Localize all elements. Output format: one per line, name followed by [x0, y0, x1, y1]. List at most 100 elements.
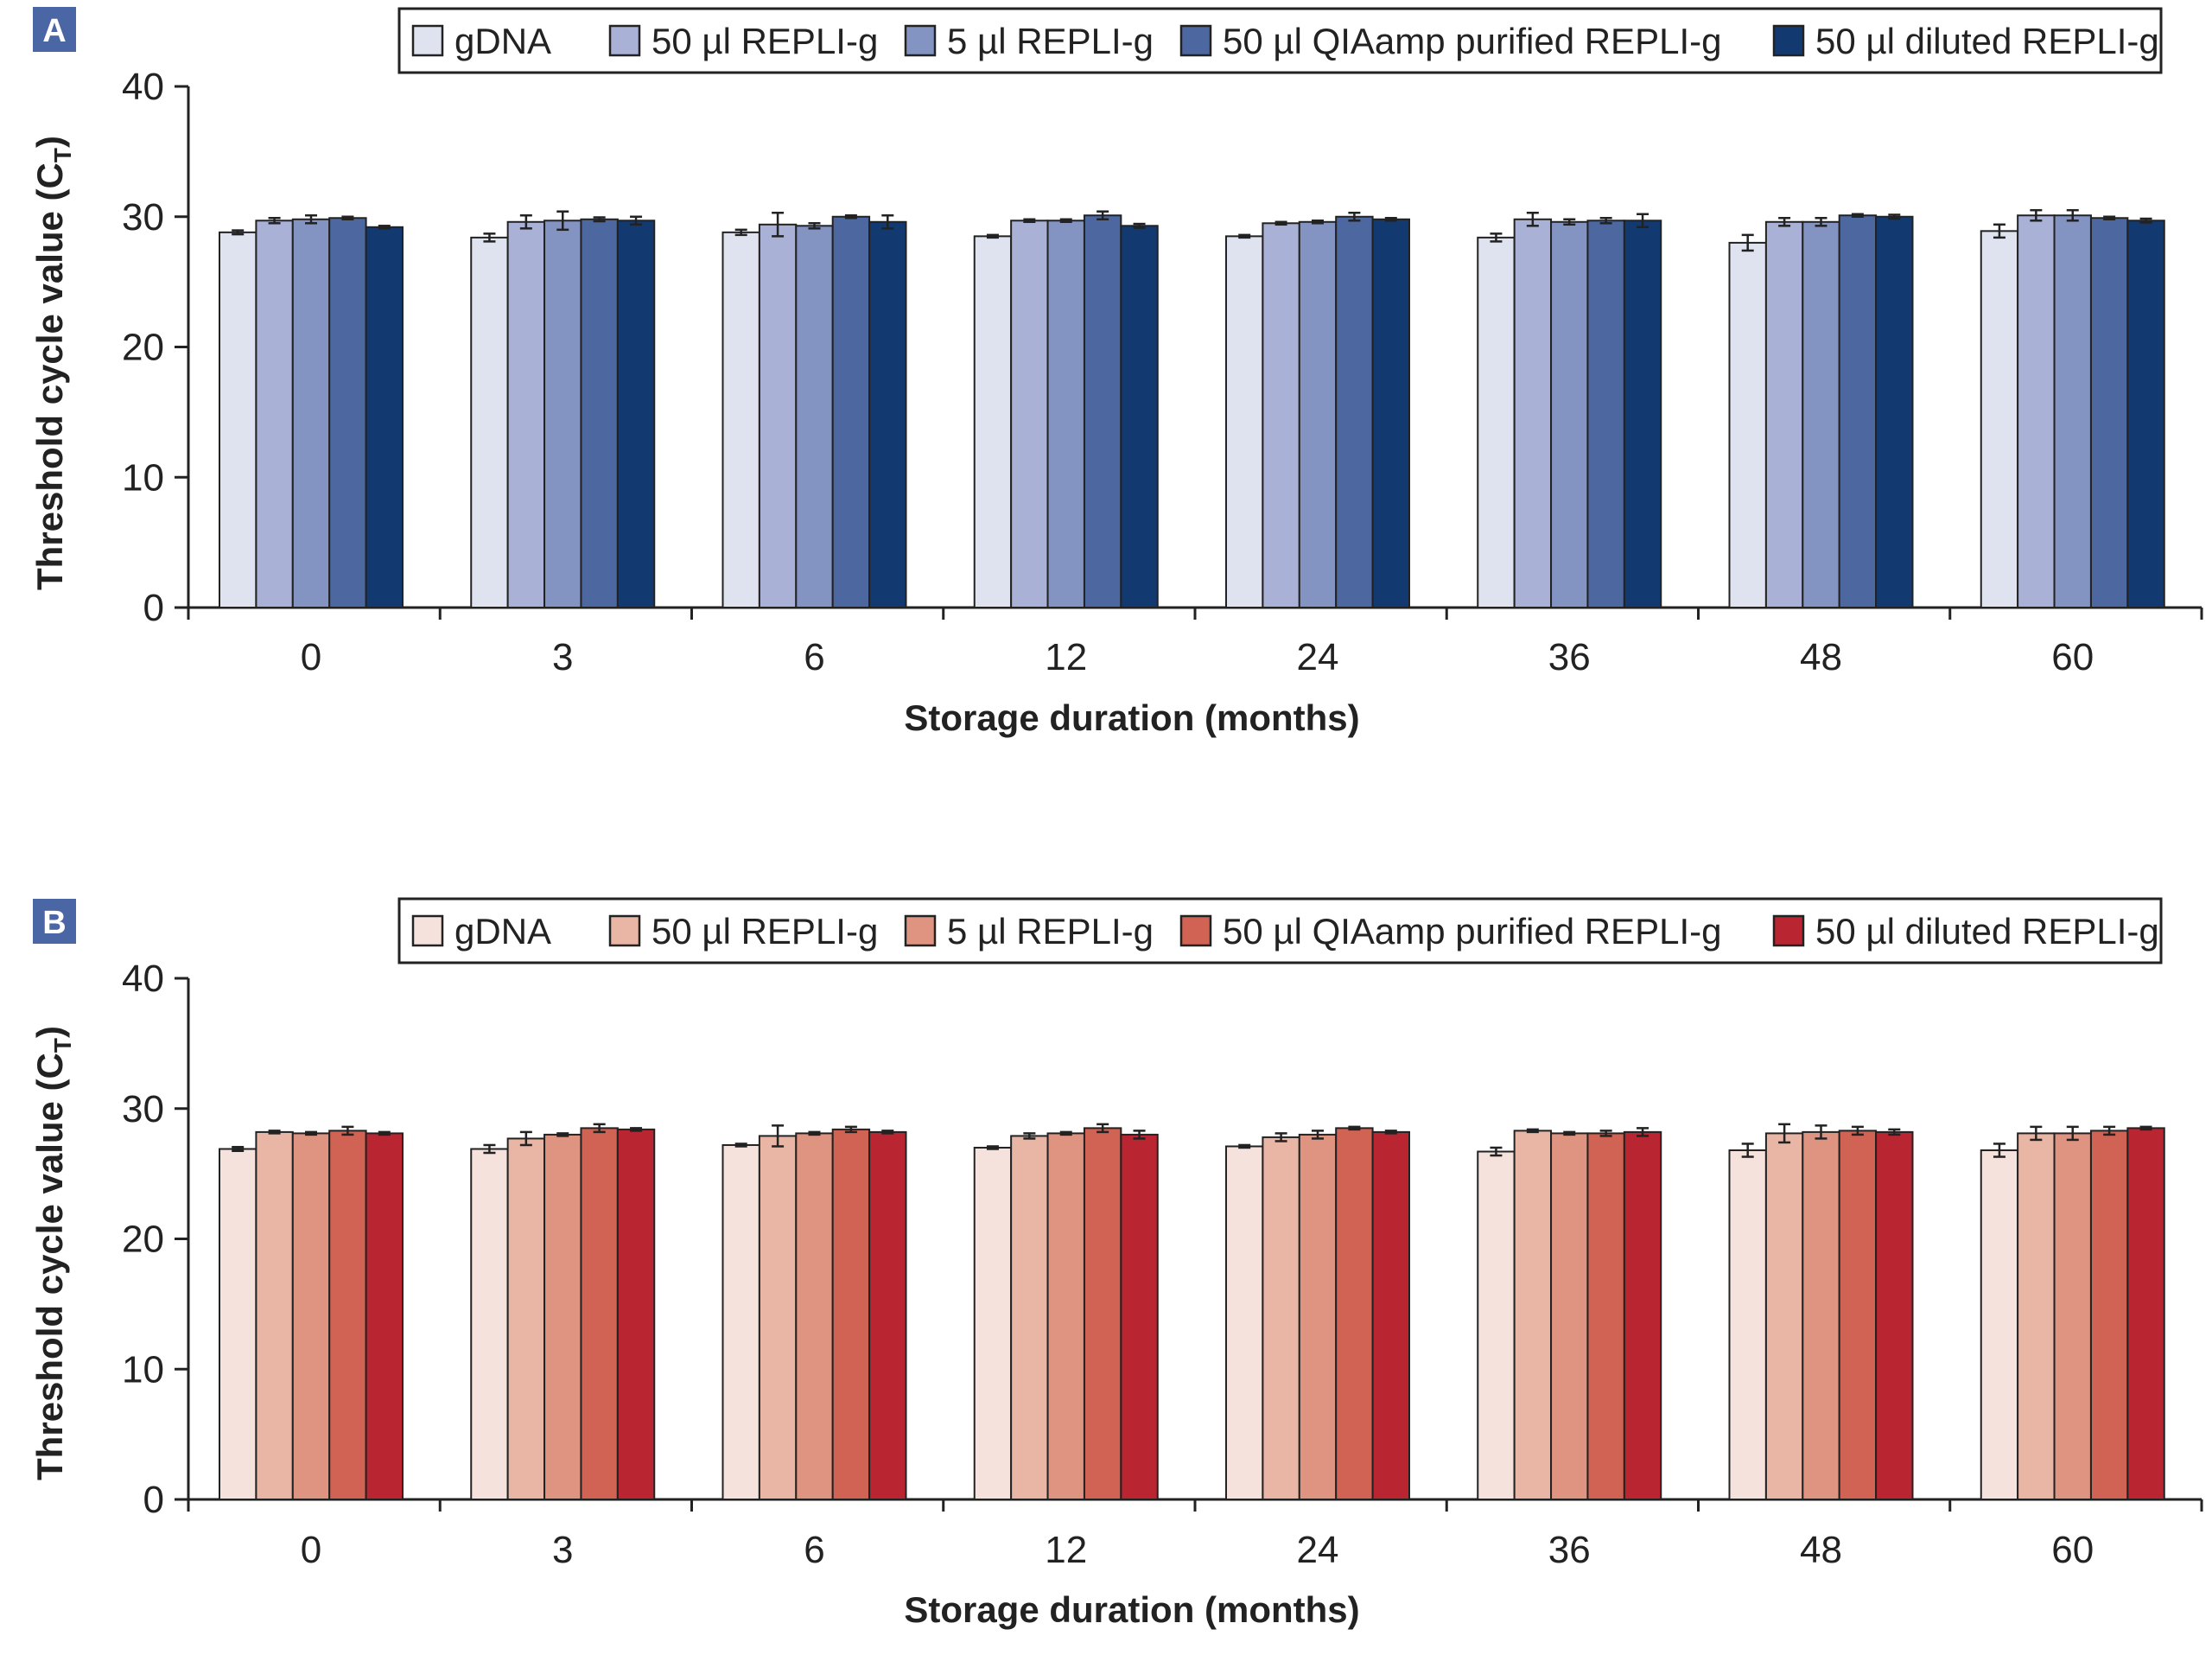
bar	[795, 225, 834, 608]
y-axis-title: Threshold cycle value (CT)	[29, 136, 76, 590]
legend-swatch	[904, 914, 937, 947]
bar	[2017, 1132, 2056, 1500]
bar	[795, 1132, 834, 1500]
x-tick-label: 12	[1045, 1529, 1087, 1571]
legend-box	[397, 7, 2163, 74]
legend-label: gDNA	[454, 911, 551, 952]
bar	[219, 231, 257, 608]
bar	[1335, 1127, 1374, 1501]
bar	[1262, 222, 1300, 608]
y-tick-label: 30	[122, 1088, 164, 1130]
bar	[1298, 220, 1338, 608]
y-axis-title: Threshold cycle value (CT)	[29, 1026, 76, 1480]
legend-box	[397, 897, 2163, 964]
legend-label: 50 µl QIAamp purified REPLI-g	[1223, 911, 1721, 952]
bar	[580, 218, 619, 608]
x-tick-label: 36	[1548, 636, 1591, 678]
x-tick-label: 0	[301, 1529, 321, 1571]
bar	[291, 218, 331, 608]
x-axis-title: Storage duration (months)	[904, 1589, 1359, 1630]
y-axis-title-subscript: T	[49, 148, 76, 162]
y-axis-title-subscript: T	[49, 1038, 76, 1053]
bar	[1262, 1136, 1300, 1501]
bar	[255, 220, 294, 609]
bar	[470, 1148, 509, 1501]
legend-label: 50 µl QIAamp purified REPLI-g	[1223, 21, 1721, 61]
y-tick-label: 10	[122, 456, 164, 499]
bar	[1513, 218, 1553, 608]
bar	[1335, 215, 1374, 608]
bar	[1083, 1127, 1122, 1501]
bar	[1623, 1130, 1662, 1500]
bar	[1838, 214, 1878, 608]
bar	[721, 231, 760, 608]
bar	[758, 223, 798, 608]
legend-swatch	[1772, 24, 1805, 57]
legend-label: 5 µl REPLI-g	[947, 21, 1154, 61]
bar	[1623, 220, 1662, 609]
legend-swatch	[1179, 24, 1212, 57]
y-tick-label: 20	[122, 327, 164, 369]
legend: gDNA 50 µl REPLI-g 5 µl REPLI-g 50 µl QIAam…	[397, 897, 2163, 964]
bar	[868, 220, 907, 608]
bar	[365, 1132, 404, 1500]
legend-swatch	[1179, 914, 1212, 947]
x-tick-label: 24	[1297, 636, 1339, 678]
legend-swatch	[411, 24, 444, 57]
bar	[506, 220, 546, 608]
bar	[543, 220, 582, 609]
x-tick-label: 3	[552, 636, 573, 678]
bar	[219, 1148, 257, 1501]
bar	[506, 1137, 546, 1500]
y-axis-title-close: )	[29, 1026, 70, 1038]
x-tick-label: 60	[2051, 636, 2094, 678]
bar	[2089, 217, 2129, 608]
bar	[973, 1146, 1013, 1500]
bar	[1513, 1130, 1553, 1500]
panel-letter: A	[42, 13, 66, 49]
bar	[1298, 1133, 1338, 1501]
bar	[2053, 214, 2092, 608]
bar	[328, 1130, 367, 1500]
bar	[1371, 1130, 1410, 1500]
bar	[1550, 220, 1589, 608]
bar	[328, 217, 367, 608]
x-tick-label: 3	[552, 1529, 573, 1571]
bar	[1838, 1130, 1878, 1500]
bar	[1728, 1149, 1767, 1500]
legend-label: 50 µl diluted REPLI-g	[1815, 911, 2159, 952]
bar	[1046, 1132, 1085, 1500]
y-axis-title-main: Threshold cycle value (C	[29, 1053, 70, 1480]
bar	[580, 1127, 619, 1501]
x-tick-label: 48	[1800, 636, 1842, 678]
x-axis-title: Storage duration (months)	[904, 697, 1359, 738]
x-tick-label: 6	[804, 1529, 824, 1571]
bar	[1586, 1132, 1625, 1500]
bar	[1980, 1149, 2019, 1500]
panel-letter: B	[42, 905, 66, 941]
bar	[1980, 230, 2019, 608]
y-tick-label: 20	[122, 1219, 164, 1261]
bar	[1010, 220, 1049, 609]
bar	[1764, 1132, 1804, 1500]
bar	[470, 236, 509, 608]
y-tick-label: 10	[122, 1348, 164, 1391]
x-tick-label: 12	[1045, 636, 1087, 678]
y-tick-label: 40	[122, 958, 164, 1000]
bar	[1225, 235, 1264, 608]
legend-label: 50 µl diluted REPLI-g	[1815, 21, 2159, 61]
bar	[1875, 215, 1914, 608]
legend-swatch	[608, 24, 641, 57]
x-tick-label: 36	[1548, 1529, 1591, 1571]
bar	[1010, 1135, 1049, 1500]
y-axis-title-main: Threshold cycle value (C	[29, 162, 70, 590]
y-tick-label: 30	[122, 196, 164, 239]
legend: gDNA 50 µl REPLI-g 5 µl REPLI-g 50 µl QIAam…	[397, 7, 2163, 74]
panel-badge	[33, 7, 76, 52]
bar	[1120, 1133, 1159, 1501]
bar	[2089, 1130, 2129, 1500]
bar	[1586, 220, 1625, 609]
